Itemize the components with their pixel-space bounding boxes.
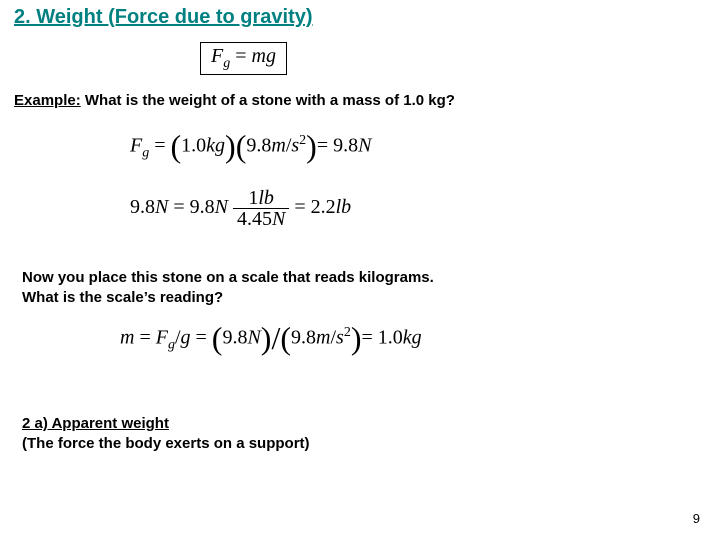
f-val: 9.8 [222, 327, 247, 349]
big-slash: / [271, 320, 280, 356]
main-formula-box: Fg = mg [200, 42, 287, 75]
section-2a: 2 a) Apparent weight (The force the body… [22, 414, 310, 455]
lhs-unit: N [155, 196, 168, 218]
result-unit: kg [403, 327, 422, 349]
rparen: ) [306, 128, 317, 164]
unit-s: s [336, 327, 344, 349]
g-val: 9.8 [291, 327, 316, 349]
lparen: ( [236, 128, 247, 164]
den-val: 4.45 [237, 208, 272, 230]
unit-s: s [291, 135, 299, 157]
lparen: ( [280, 320, 291, 356]
result-val: 2.2 [311, 196, 336, 218]
den-unit: N [272, 208, 285, 230]
sym-F: F [211, 45, 223, 67]
example-line: Example: What is the weight of a stone w… [14, 92, 455, 109]
f-unit: N [247, 327, 260, 349]
sym-g: g [266, 45, 276, 67]
q2-line2: What is the scale’s reading? [22, 289, 223, 306]
example-label: Example: [14, 92, 81, 109]
eq-sign: = [361, 327, 377, 349]
equation-1: Fg = (1.0kg)(9.8m/s2)= 9.8N [130, 134, 371, 161]
g-val: 9.8 [246, 135, 271, 157]
sq: 2 [344, 325, 351, 340]
sec2a-subtitle: (The force the body exerts on a support) [22, 435, 310, 452]
lparen: ( [171, 128, 182, 164]
sym-m: m [252, 45, 266, 67]
eq-sign: = [168, 196, 189, 218]
unit-m: m [316, 327, 330, 349]
lhs-val: 9.8 [130, 196, 155, 218]
unit-m: m [271, 135, 285, 157]
eq-sign: = [134, 327, 155, 349]
sec2a-title: 2 a) Apparent weight [22, 415, 169, 432]
eq-sign: = [191, 327, 212, 349]
lparen: ( [212, 320, 223, 356]
result-val: 1.0 [378, 327, 403, 349]
mass-val: 1.0 [181, 135, 206, 157]
sym-F: F [130, 135, 142, 157]
sym-g-sub: g [168, 338, 175, 353]
equation-3: m = Fg/g = (9.8N)/(9.8m/s2)= 1.0kg [120, 326, 422, 353]
rparen: ) [261, 320, 272, 356]
num-val: 1 [248, 187, 258, 209]
sym-m: m [120, 327, 134, 349]
q2-line1: Now you place this stone on a scale that… [22, 269, 434, 286]
result-val: 9.8 [333, 135, 358, 157]
eq-sign: = [149, 135, 170, 157]
rparen: ) [225, 128, 236, 164]
main-formula: Fg = mg [211, 45, 276, 67]
eq-sign: = [289, 196, 310, 218]
eq-sign: = [230, 45, 251, 67]
rparen: ) [351, 320, 362, 356]
mass-unit: kg [206, 135, 225, 157]
section-heading: 2. Weight (Force due to gravity) [14, 6, 313, 29]
equation-2: 9.8N = 9.8N 1lb4.45N = 2.2lb [130, 188, 351, 229]
mid-val: 9.8 [190, 196, 215, 218]
sym-F: F [156, 327, 168, 349]
sym-g: g [181, 327, 191, 349]
result-unit: N [358, 135, 371, 157]
page-number: 9 [693, 511, 700, 526]
fraction: 1lb4.45N [233, 188, 289, 229]
example-text: What is the weight of a stone with a mas… [81, 92, 455, 109]
eq-sign: = [317, 135, 333, 157]
question-2: Now you place this stone on a scale that… [22, 268, 434, 309]
result-unit: lb [336, 196, 352, 218]
num-unit: lb [258, 187, 274, 209]
mid-unit: N [215, 196, 228, 218]
